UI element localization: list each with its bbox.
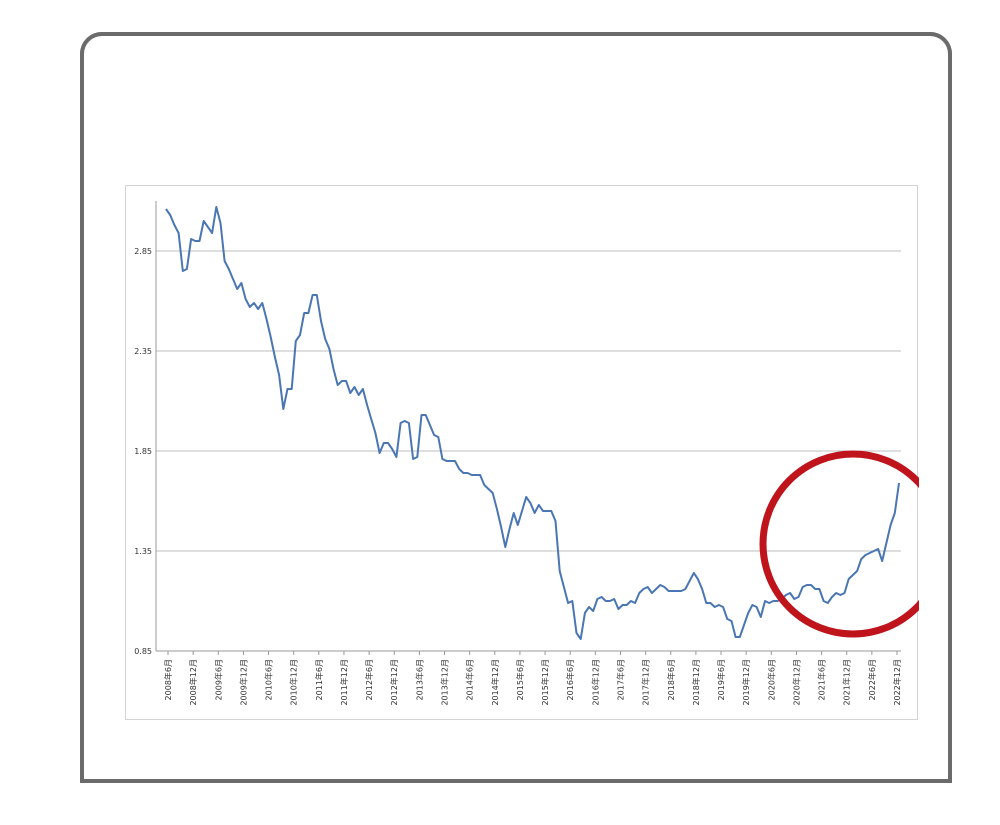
x-tick-label: 2021年6月 bbox=[817, 659, 827, 700]
x-tick-label: 2009年6月 bbox=[213, 659, 223, 700]
x-tick-label: 2008年6月 bbox=[163, 659, 173, 700]
y-tick-label: 0.85 bbox=[134, 647, 152, 656]
x-tick-label: 2015年12月 bbox=[540, 659, 550, 706]
x-tick-label: 2017年6月 bbox=[615, 659, 625, 700]
x-tick-label: 2022年6月 bbox=[867, 659, 877, 700]
x-tick-label: 2012年6月 bbox=[364, 659, 374, 700]
x-tick-label: 2013年12月 bbox=[440, 659, 450, 706]
chart-title-qualifier: （21 年以上） bbox=[660, 76, 844, 106]
chart-title-main: フラット 35 金利推移 bbox=[188, 59, 645, 110]
x-tick-label: 2014年6月 bbox=[465, 659, 475, 700]
x-tick-label: 2022年12月 bbox=[892, 659, 902, 706]
x-tick-label: 2011年6月 bbox=[314, 659, 324, 700]
x-tick-label: 2017年12月 bbox=[641, 659, 651, 706]
x-tick-label: 2013年6月 bbox=[414, 659, 424, 700]
rate-series-line bbox=[165, 206, 900, 640]
x-tick-label: 2020年12月 bbox=[791, 659, 801, 706]
x-tick-label: 2020年6月 bbox=[766, 659, 776, 700]
chart-title: フラット 35 金利推移 （21 年以上） bbox=[80, 48, 952, 112]
x-tick-label: 2016年12月 bbox=[590, 659, 600, 706]
highlight-circle bbox=[759, 450, 919, 638]
x-tick-label: 2010年6月 bbox=[264, 659, 274, 700]
y-tick-label: 2.35 bbox=[134, 347, 152, 356]
y-tick-label: 2.85 bbox=[134, 247, 152, 256]
y-tick-label: 1.85 bbox=[134, 447, 152, 456]
x-tick-label: 2018年6月 bbox=[666, 659, 676, 700]
x-tick-label: 2021年12月 bbox=[842, 659, 852, 706]
x-tick-label: 2019年6月 bbox=[716, 659, 726, 700]
x-tick-label: 2015年6月 bbox=[515, 659, 525, 700]
x-tick-label: 2008年12月 bbox=[188, 659, 198, 706]
chart-area: 0.85 1.35 1.85 2.35 2.85 2008年6月 2008年12月 2009年… bbox=[125, 185, 919, 720]
y-tick-label: 1.35 bbox=[134, 547, 152, 556]
x-tick-label: 2018年12月 bbox=[691, 659, 701, 706]
x-tick-label: 2009年12月 bbox=[238, 659, 248, 706]
x-tick-label: 2016年6月 bbox=[565, 659, 575, 700]
x-tick-label: 2010年12月 bbox=[289, 659, 299, 706]
x-tick-label: 2012年12月 bbox=[389, 659, 399, 706]
x-tick-label: 2011年12月 bbox=[339, 659, 349, 706]
chart-subtitle: 【2008 年 4 月～ 2023 年 2 月】 bbox=[286, 117, 746, 150]
rate-line-chart: 0.85 1.35 1.85 2.35 2.85 2008年6月 2008年12月 2009年… bbox=[134, 201, 919, 706]
x-tick-label: 2014年12月 bbox=[490, 659, 500, 706]
x-tick-label: 2019年12月 bbox=[741, 659, 751, 706]
